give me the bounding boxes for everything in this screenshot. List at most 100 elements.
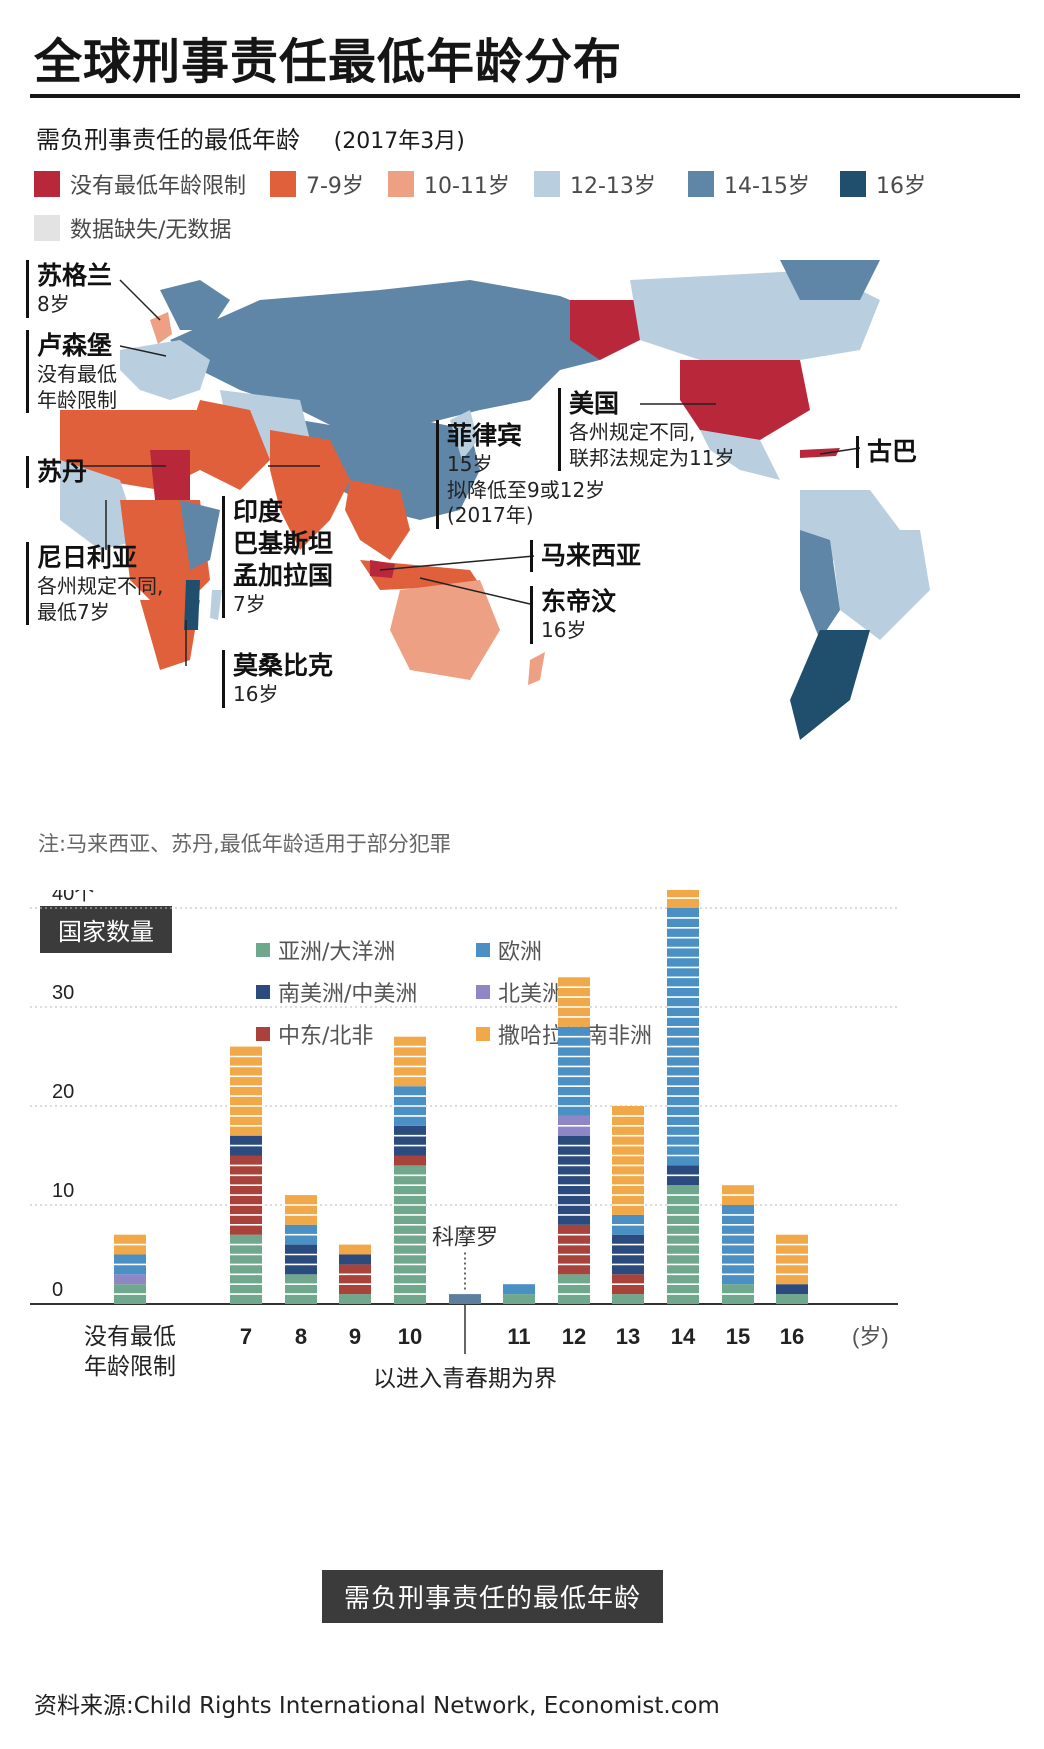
chart-legend-item: 南美洲/中美洲 <box>256 976 417 1008</box>
map-region-andes <box>800 530 840 640</box>
legend-swatch <box>270 171 296 197</box>
bar-segment <box>558 1026 590 1116</box>
bar-segment <box>339 1244 371 1255</box>
source-note: 资料来源:Child Rights International Network,… <box>34 1693 720 1719</box>
legend-label: 12-13岁 <box>570 174 656 199</box>
legend-swatch <box>476 943 490 957</box>
bar-segment <box>776 1284 808 1295</box>
annotation-luxembourg: 卢森堡 没有最低 年龄限制 <box>26 330 117 414</box>
bar-segment <box>612 1294 644 1304</box>
annotation-sudan: 苏丹 <box>26 456 87 488</box>
legend-label: 10-11岁 <box>424 174 510 199</box>
y-axis-title: 国家数量 <box>40 906 172 953</box>
map-region-middle-east <box>190 400 270 490</box>
annotation-name: 古巴 <box>867 437 918 466</box>
bar-segment <box>558 1274 590 1304</box>
chart-area: 国家数量 亚洲/大洋洲 欧洲 南美洲/中美洲 北美洲 中东/北非 撒哈拉以南非洲… <box>0 890 1044 1630</box>
y-tick-label: 20 <box>52 1081 74 1103</box>
x-tick-label: 15 <box>726 1324 750 1349</box>
annotation-mozambique: 莫桑比克 16岁 <box>222 650 333 708</box>
map-region-new-zealand <box>528 652 545 685</box>
legend-item-7-9: 7-9岁 <box>270 168 364 200</box>
chart-legend-item: 北美洲 <box>476 976 564 1008</box>
annotation-detail: 15岁 <box>447 452 493 476</box>
bar-segment <box>285 1274 317 1304</box>
annotation-nigeria: 尼日利亚 各州规定不同, 最低7岁 <box>26 542 164 626</box>
annotation-detail: 7岁 <box>233 592 266 616</box>
legend-swatch <box>840 171 866 197</box>
map-region-sudan <box>150 450 190 500</box>
annotation-name: 孟加拉国 <box>233 561 334 590</box>
map-region-southeast-asia <box>345 480 410 560</box>
legend-label: 14-15岁 <box>724 174 810 199</box>
legend-label: 亚洲/大洋洲 <box>278 940 396 965</box>
annotation-usa: 美国 各州规定不同, 联邦法规定为11岁 <box>558 388 734 472</box>
legend-swatch <box>688 171 714 197</box>
bar-segment <box>612 1106 644 1215</box>
leader-luxembourg <box>119 345 167 357</box>
annotation-detail: 各州规定不同, <box>37 574 164 598</box>
map-region-malaysia <box>370 560 395 578</box>
map-region-mexico <box>700 430 780 480</box>
page-title: 全球刑事责任最低年龄分布 <box>34 34 623 90</box>
legend-item-no-data: 数据缺失/无数据 <box>34 212 231 244</box>
map-region-japan <box>450 410 478 460</box>
legend-item-12-13: 12-13岁 <box>534 168 656 200</box>
bar-segment <box>339 1254 371 1265</box>
annotation-detail: (2017年) <box>447 503 534 528</box>
legend-item-10-11: 10-11岁 <box>388 168 510 200</box>
bar-segment <box>776 1294 808 1304</box>
bar-segment <box>449 1294 481 1304</box>
map-region-brazil <box>830 530 930 640</box>
map-region-uk <box>150 312 172 344</box>
annotation-name: 菲律宾 <box>447 421 523 450</box>
annotation-east-timor: 东帝汶 16岁 <box>530 586 616 644</box>
bar-segment <box>230 1234 262 1304</box>
annotation-detail: 最低7岁 <box>37 599 110 624</box>
legend-item-14-15: 14-15岁 <box>688 168 810 200</box>
x-tick-label: 13 <box>616 1324 640 1349</box>
map-region-usa <box>680 360 810 440</box>
x-unit-label: (岁) <box>852 1324 889 1349</box>
annotation-name: 苏丹 <box>37 457 88 486</box>
annotation-detail: 各州规定不同, <box>569 420 696 444</box>
map-region-south-asia <box>270 430 350 550</box>
legend-label: 北美洲 <box>498 982 565 1007</box>
annotation-detail: 没有最低 <box>37 362 117 386</box>
bar-segment <box>394 1155 426 1166</box>
annotation-name: 美国 <box>569 389 620 418</box>
leader-cuba <box>819 447 861 455</box>
x-tick-label: 年龄限制 <box>84 1353 176 1379</box>
leader-scotland <box>119 279 161 321</box>
x-tick-label: 8 <box>295 1324 307 1349</box>
map-subtitle: 需负刑事责任的最低年龄 (2017年3月) <box>36 120 465 155</box>
map-region-east-africa <box>180 500 220 570</box>
y-tick-label: 10 <box>52 1180 74 1202</box>
legend-item-16: 16岁 <box>840 168 926 200</box>
bar-segment <box>503 1284 535 1295</box>
legend-swatch <box>256 985 270 999</box>
x-tick-label: 7 <box>240 1324 252 1349</box>
bar-segment <box>285 1195 317 1225</box>
annotation-detail: 8岁 <box>37 292 70 316</box>
annotation-name: 苏格兰 <box>37 261 113 290</box>
map-region-madagascar <box>210 590 222 620</box>
comoros-annotation: 科摩罗 <box>432 1225 498 1250</box>
bar-segment <box>776 1234 808 1285</box>
annotation-name: 巴基斯坦 <box>233 529 334 558</box>
bar-segment <box>339 1294 371 1304</box>
annotation-name: 莫桑比克 <box>233 651 334 680</box>
legend-swatch <box>256 943 270 957</box>
legend-label: 数据缺失/无数据 <box>70 218 232 243</box>
annotation-name: 卢森堡 <box>37 331 113 360</box>
annotation-detail: 16岁 <box>233 682 279 706</box>
legend-label: 南美洲/中美洲 <box>278 982 418 1007</box>
map-region-west-africa <box>60 460 140 550</box>
x-tick-label: 10 <box>398 1324 422 1349</box>
x-tick-label: 12 <box>562 1324 586 1349</box>
annotation-detail: 拟降低至9或12岁 <box>447 477 606 502</box>
y-tick-label: 30 <box>52 982 74 1004</box>
chart-legend-item: 欧洲 <box>476 934 542 966</box>
bar-segment <box>339 1264 371 1295</box>
title-rule <box>30 94 1020 98</box>
